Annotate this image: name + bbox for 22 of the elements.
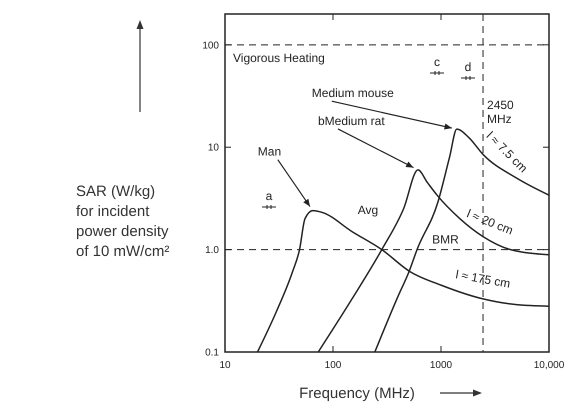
annotation: l ≈ 20 cm [464, 206, 516, 238]
y-tick-label: 10 [208, 142, 220, 154]
y-tick-label: 100 [202, 40, 220, 52]
x-tick-label: 10,000 [534, 360, 565, 371]
text: Man [258, 144, 282, 159]
x-tick-label: 1000 [430, 360, 453, 371]
annotation: l ≈ 175 cm [454, 267, 512, 291]
annotation: a [266, 189, 273, 203]
annotation: l ≈ 7.5 cm [484, 128, 530, 176]
text: bMedium rat [318, 114, 386, 128]
y-axis-title: SAR (W/kg) for incident power density of 10 mW/cm² [76, 183, 170, 260]
x-tick-label: 10 [219, 360, 231, 371]
x-axis-title: Frequency (MHz) [299, 385, 415, 402]
ref-line-label: Vigorous Heating [233, 50, 325, 65]
x-tick-label: 100 [324, 360, 342, 371]
text: Medium mouse [312, 86, 394, 100]
annotation: c [434, 55, 440, 69]
y-tick-label: 1.0 [205, 245, 220, 256]
annotation: Avg [358, 203, 378, 217]
annotation: d [464, 60, 472, 74]
y-tick-label: 0.1 [205, 348, 220, 358]
ref-line-label: BMR [432, 232, 460, 247]
